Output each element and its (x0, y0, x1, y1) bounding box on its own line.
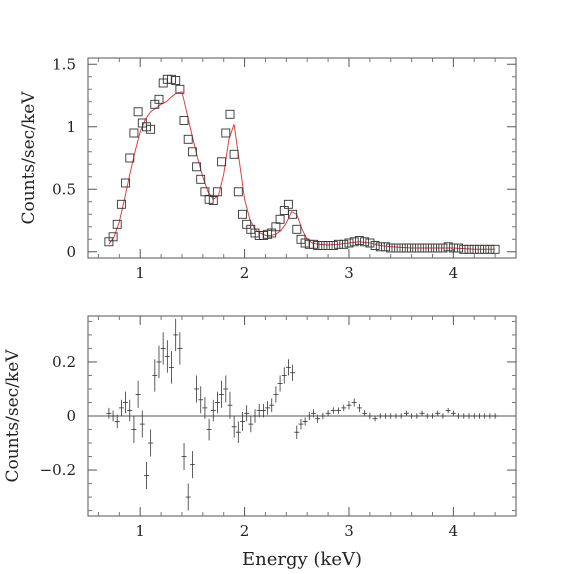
data-point (391, 243, 401, 253)
data-point (433, 243, 443, 253)
spectrum-tick-labels: 1 2 3 4 0 0.5 1 1.5 (52, 55, 458, 282)
spectrum-ticks (88, 58, 516, 258)
data-point (407, 243, 417, 253)
data-point (133, 107, 143, 117)
data-point (428, 243, 437, 253)
data-point (288, 209, 298, 219)
y-tick-label: 0 (66, 407, 76, 425)
data-point (275, 214, 285, 224)
data-point (412, 243, 422, 253)
data-point (475, 244, 484, 254)
data-point (323, 241, 333, 250)
data-point (108, 232, 118, 242)
data-point (480, 244, 490, 254)
y-tick-label: 0.2 (52, 353, 76, 371)
data-point (454, 243, 464, 253)
x-tick-label: 3 (344, 264, 354, 282)
data-point (154, 94, 164, 104)
y-tick-label: 1.5 (52, 55, 76, 73)
data-point (485, 244, 495, 254)
data-point (125, 153, 135, 163)
data-point (375, 242, 385, 252)
data-point (175, 84, 185, 94)
data-point (238, 209, 247, 219)
data-point (448, 243, 458, 253)
data-point (187, 147, 197, 157)
data-point (354, 236, 364, 245)
data-point (217, 157, 227, 167)
x-tick-label: 3 (344, 522, 354, 540)
y-tick-label: 0.5 (52, 180, 76, 198)
data-point (179, 116, 189, 125)
y-tick-label: 1 (66, 118, 76, 136)
data-point (229, 149, 239, 159)
data-point (417, 243, 427, 253)
spectrum-panel: 1 2 3 4 0 0.5 1 1.5 Counts/sec/keV (19, 55, 517, 282)
data-point (116, 199, 126, 209)
data-point (183, 134, 193, 144)
data-point (349, 237, 359, 247)
data-point (318, 241, 328, 250)
spectrum-data-layer (104, 74, 500, 254)
spectrum-model-layer (108, 91, 496, 250)
x-tick-label: 1 (135, 522, 145, 540)
data-point (313, 241, 323, 250)
residuals-data-layer (106, 318, 498, 511)
data-point (344, 238, 354, 248)
x-tick-label: 4 (449, 522, 459, 540)
residuals-y-axis-label: Counts/sec/keV (3, 349, 23, 483)
spectrum-plot-frame (87, 57, 517, 259)
data-point (212, 187, 222, 197)
data-point (469, 244, 479, 254)
data-point (328, 241, 338, 250)
data-point (112, 219, 122, 229)
data-point (464, 244, 474, 254)
y-tick-label: −0.2 (40, 461, 76, 479)
data-point (283, 199, 293, 209)
data-point (443, 242, 453, 252)
data-point (360, 237, 370, 247)
data-point (365, 238, 375, 248)
x-tick-label: 1 (135, 264, 145, 282)
data-point (396, 243, 406, 253)
data-point (459, 244, 469, 254)
residuals-panel: 1 2 3 4 −0.2 0 0.2 Counts/sec/keV Energy (keV) (3, 315, 517, 570)
data-point (225, 109, 235, 119)
data-point (196, 174, 206, 184)
x-tick-label: 2 (240, 264, 250, 282)
data-point (221, 128, 231, 138)
data-point (490, 244, 500, 254)
x-tick-label: 4 (449, 264, 459, 282)
data-point (121, 178, 131, 188)
residuals-x-axis-label: Energy (keV) (242, 549, 362, 570)
y-tick-label: 0 (66, 243, 76, 261)
data-point (233, 187, 243, 197)
residuals-ticks (88, 316, 516, 516)
data-point (370, 241, 380, 250)
data-point (339, 239, 349, 249)
data-point (208, 196, 218, 205)
residuals-tick-labels: 1 2 3 4 −0.2 0 0.2 (40, 353, 459, 540)
data-point (192, 162, 202, 172)
data-point (386, 243, 396, 253)
data-point (381, 242, 390, 252)
model-curve (108, 91, 496, 250)
spectrum-y-axis-label: Counts/sec/keV (19, 91, 39, 225)
data-point (422, 243, 432, 253)
data-point (146, 124, 156, 134)
data-point (129, 128, 139, 138)
data-point (334, 239, 343, 249)
x-tick-label: 2 (240, 522, 250, 540)
data-point (292, 224, 302, 234)
data-point (438, 243, 448, 253)
data-point (401, 243, 411, 253)
data-point (171, 76, 181, 85)
